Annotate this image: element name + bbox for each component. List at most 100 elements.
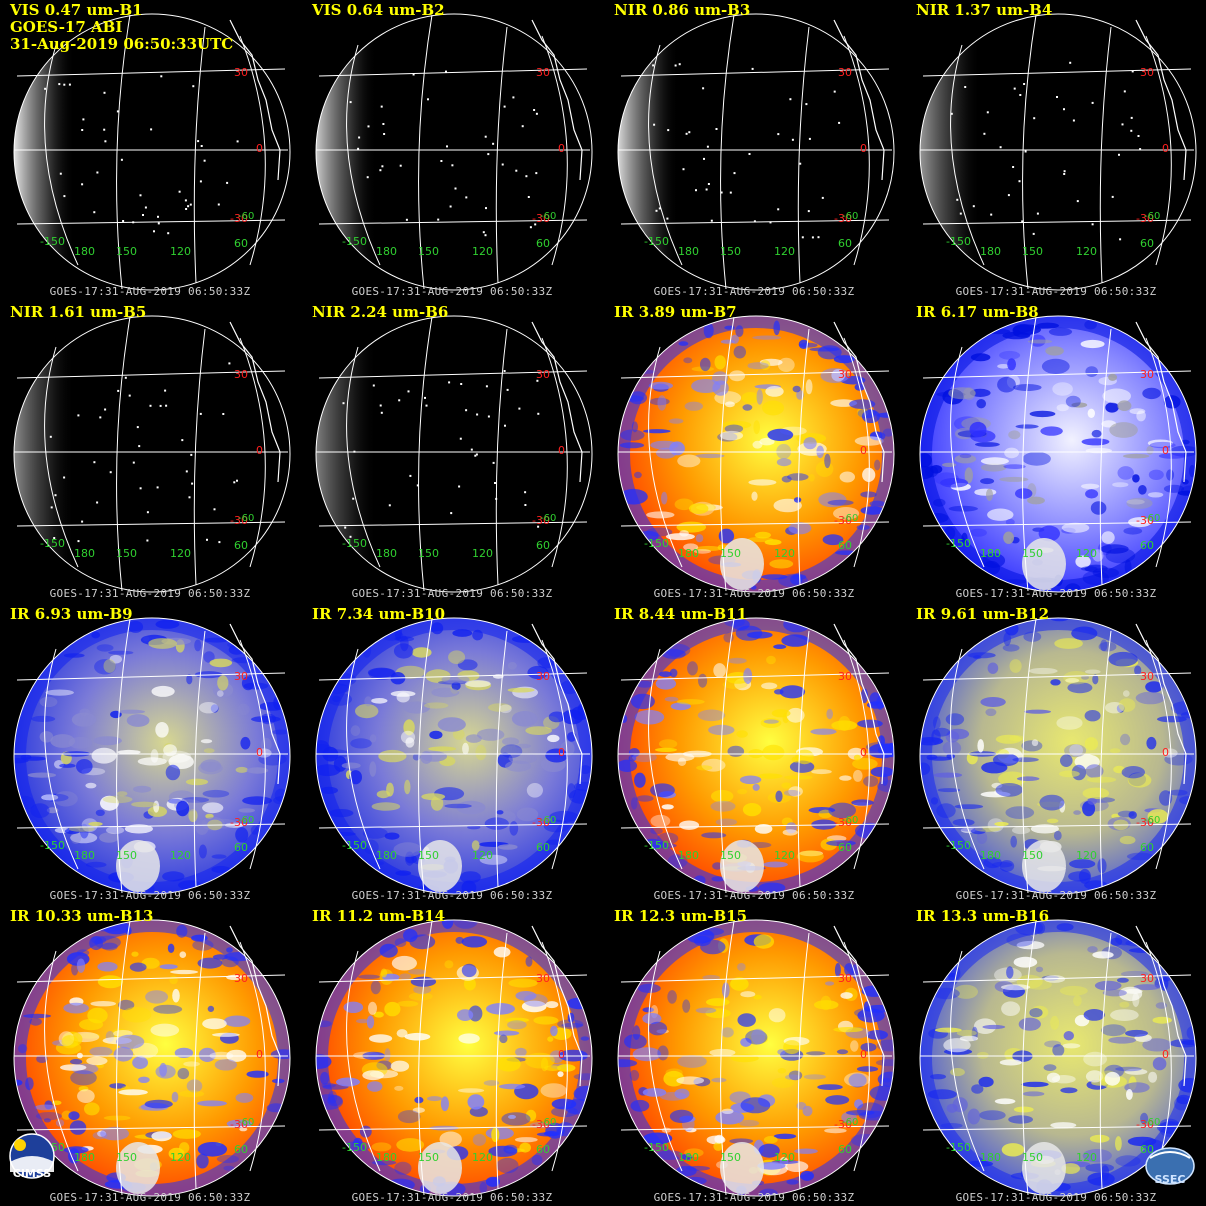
lon-label-150: 150 <box>116 547 137 560</box>
limb-glow <box>316 14 592 290</box>
earth-disk-image: 30 0 -30-60 -150 180 150 120 60 <box>617 315 895 593</box>
lon-label-minus150: -150 <box>644 537 669 550</box>
lon-label-120: 120 <box>472 849 493 862</box>
band-title: VIS 0.64 um-B2 <box>312 1 445 19</box>
band-panel-8: 30 0 -30 -60 -150 180 150 120 60 IR 6.17 um-B8 GOE… <box>906 302 1206 602</box>
lon-label-minus150: -150 <box>946 537 971 550</box>
lon-label-120: 120 <box>774 547 795 560</box>
lat-label-minus60: -60 <box>842 513 858 524</box>
lat-label-30: 30 <box>234 368 248 381</box>
cimss-logo-text: CIMSS <box>12 1167 52 1180</box>
lon-label-150: 150 <box>1022 1151 1043 1164</box>
lat-label-0: 0 <box>860 142 867 155</box>
lat-label-minus60: -60 <box>238 815 254 826</box>
lat-label-minus30: -30 <box>1136 514 1154 527</box>
band-title: VIS 0.47 um-B1 <box>10 1 143 19</box>
lat-label-0: 0 <box>1162 444 1169 457</box>
lat-label-0: 0 <box>558 444 565 457</box>
lat-label-minus60: -60 <box>540 1117 556 1128</box>
panel-footer-timestamp: GOES-17:31-AUG-2019 06:50:33Z <box>49 1191 251 1204</box>
lat-label-0: 0 <box>256 142 263 155</box>
panel-footer-timestamp: GOES-17:31-AUG-2019 06:50:33Z <box>351 285 553 298</box>
lat-lon-graticule <box>315 13 593 291</box>
lat-label-minus30: -30 <box>1136 816 1154 829</box>
lat-label-minus30: -30 <box>1136 212 1154 225</box>
earth-disk-image: 30 0 -30-60 -150 180 150 120 60 <box>919 617 1197 895</box>
band-panel-10: 30 0 -30 -60 -150 180 150 120 60 IR 7.34 um-B10 GO… <box>302 604 602 904</box>
panel-footer-timestamp: GOES-17:31-AUG-2019 06:50:33Z <box>955 1191 1157 1204</box>
lon-label-180: 180 <box>376 1151 397 1164</box>
lat-label-30: 30 <box>536 972 550 985</box>
lat-label-minus60: -60 <box>842 1117 858 1128</box>
lon-label-150: 150 <box>418 1151 439 1164</box>
lat-label-0: 0 <box>860 746 867 759</box>
lon-label-180: 180 <box>376 547 397 560</box>
lon-label-minus150: -150 <box>946 235 971 248</box>
earth-disk-image: 30 0 -30-60 -150 180 150 120 60 <box>617 617 895 895</box>
lat-lon-graticule <box>919 617 1197 895</box>
lon-label-60: 60 <box>1140 1143 1154 1156</box>
satellite-instrument-label: GOES-17 ABI <box>10 18 123 36</box>
band-title: IR 6.17 um-B8 <box>916 303 1039 321</box>
panel-footer-timestamp: GOES-17:31-AUG-2019 06:50:33Z <box>955 587 1157 600</box>
lat-label-0: 0 <box>558 142 565 155</box>
lat-label-minus30: -30 <box>230 816 248 829</box>
panel-footer-timestamp: GOES-17:31-AUG-2019 06:50:33Z <box>351 889 553 902</box>
band-panel-11: 30 0 -30 -60 -150 180 150 120 60 IR 8.44 um-B11 GO… <box>604 604 904 904</box>
lon-label-60: 60 <box>1140 841 1154 854</box>
lon-label-180: 180 <box>678 1151 699 1164</box>
lat-label-minus60: -60 <box>238 513 254 524</box>
lat-lon-graticule <box>617 919 895 1197</box>
limb-glow <box>920 14 1196 290</box>
lat-label-30: 30 <box>536 66 550 79</box>
lon-label-60: 60 <box>838 841 852 854</box>
lon-label-60: 60 <box>1140 237 1154 250</box>
lon-label-150: 150 <box>1022 849 1043 862</box>
lon-label-180: 180 <box>74 849 95 862</box>
lat-label-0: 0 <box>558 1048 565 1061</box>
panel-footer-timestamp: GOES-17:31-AUG-2019 06:50:33Z <box>955 285 1157 298</box>
lon-label-120: 120 <box>1076 849 1097 862</box>
lat-lon-graticule <box>919 919 1197 1197</box>
lat-label-minus30: -30 <box>532 514 550 527</box>
band-title: NIR 1.61 um-B5 <box>10 303 147 321</box>
panel-footer-timestamp: GOES-17:31-AUG-2019 06:50:33Z <box>49 889 251 902</box>
lat-label-30: 30 <box>838 368 852 381</box>
lat-label-30: 30 <box>234 972 248 985</box>
earth-disk-image: 30 0 -30-60 -150 180 150 120 60 <box>617 13 895 291</box>
lon-label-180: 180 <box>74 1151 95 1164</box>
lon-label-minus150: -150 <box>644 1141 669 1154</box>
lon-label-120: 120 <box>170 547 191 560</box>
lon-label-120: 120 <box>774 1151 795 1164</box>
panel-footer-timestamp: GOES-17:31-AUG-2019 06:50:33Z <box>955 889 1157 902</box>
lat-label-30: 30 <box>1140 972 1154 985</box>
lat-lon-graticule <box>919 315 1197 593</box>
lat-label-minus30: -30 <box>532 816 550 829</box>
earth-disk-image: 30 0 -30-60 -150 180 150 120 60 <box>315 617 593 895</box>
band-title: IR 13.3 um-B16 <box>916 907 1050 925</box>
lon-label-120: 120 <box>472 1151 493 1164</box>
lat-label-minus30: -30 <box>230 1118 248 1131</box>
lat-label-30: 30 <box>536 368 550 381</box>
lon-label-150: 150 <box>720 245 741 258</box>
lat-label-30: 30 <box>536 670 550 683</box>
lon-label-180: 180 <box>376 849 397 862</box>
lon-label-180: 180 <box>678 245 699 258</box>
lat-label-minus30: -30 <box>1136 1118 1154 1131</box>
band-panel-1: 30 0 -30 -60 -150 180 150 120 60 VIS 0.47 um-B1 GO… <box>0 0 300 300</box>
lon-label-120: 120 <box>774 245 795 258</box>
lat-lon-graticule <box>617 617 895 895</box>
lat-lon-graticule <box>13 919 291 1197</box>
lon-label-180: 180 <box>980 547 1001 560</box>
lat-label-0: 0 <box>256 444 263 457</box>
band-title: IR 3.89 um-B7 <box>614 303 737 321</box>
earth-disk-image: 30 0 -30-60 -150 180 150 120 60 <box>13 315 291 593</box>
lon-label-60: 60 <box>1140 539 1154 552</box>
lon-label-150: 150 <box>720 849 741 862</box>
earth-disk-image: 30 0 -30-60 -150 180 150 120 60 <box>315 315 593 593</box>
lon-label-60: 60 <box>838 539 852 552</box>
lon-label-120: 120 <box>170 1151 191 1164</box>
lon-label-60: 60 <box>536 539 550 552</box>
lat-lon-graticule <box>13 315 291 593</box>
band-title: NIR 0.86 um-B3 <box>614 1 751 19</box>
